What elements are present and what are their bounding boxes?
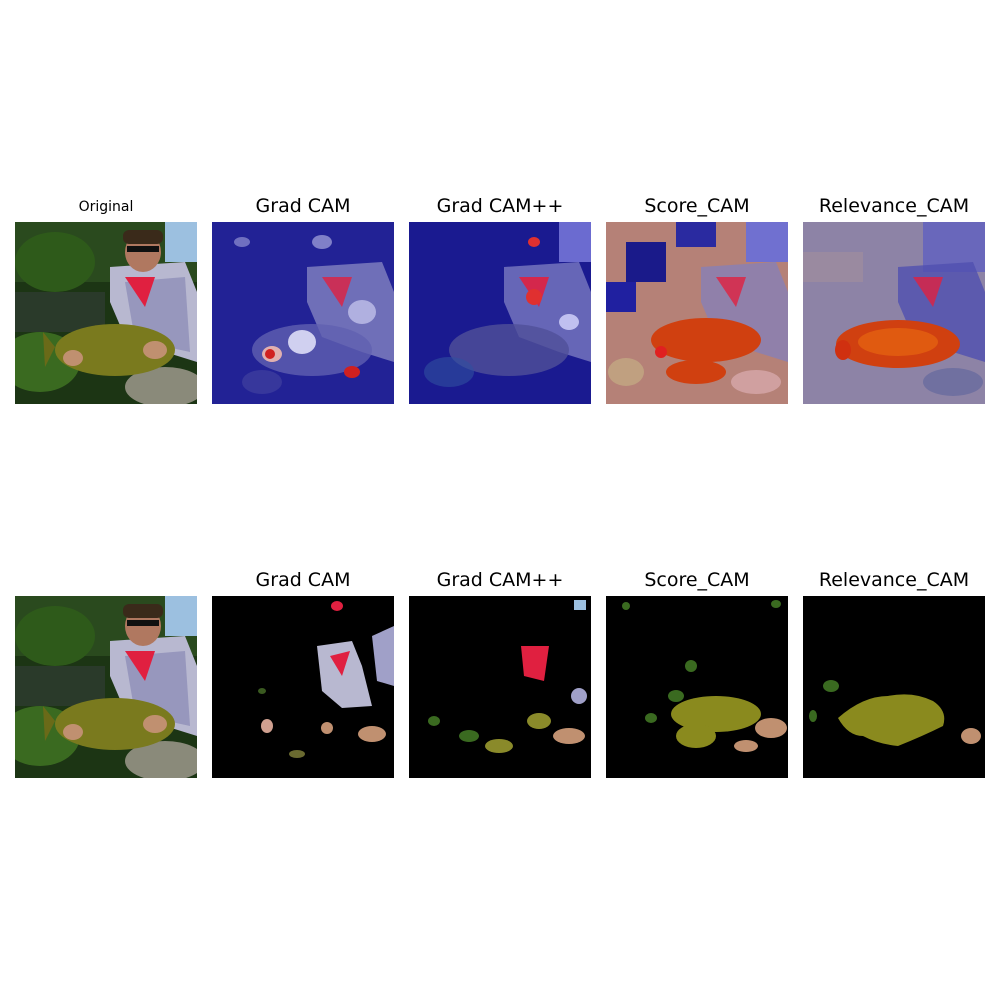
relevancecam-masked-region [803, 596, 985, 778]
gradcampp-mask-image [409, 596, 591, 778]
title-relevancecam-overlay: Relevance_CAM [818, 195, 970, 217]
gradcampp-heatmap [409, 222, 591, 404]
title-gradcam-overlay: Grad CAM [255, 195, 351, 217]
relevancecam-overlay-image [803, 222, 985, 404]
scorecam-masked-region [606, 596, 788, 778]
title-gradcam-mask: Grad CAM [255, 569, 351, 591]
gradcam-mask-image [212, 596, 394, 778]
scorecam-heatmap [606, 222, 788, 404]
title-gradcampp-mask: Grad CAM++ [436, 569, 564, 591]
title-gradcampp-overlay: Grad CAM++ [436, 195, 564, 217]
original-photo-row2 [15, 596, 197, 778]
original-image-row2 [15, 596, 197, 778]
title-scorecam-overlay: Score_CAM [644, 195, 750, 217]
gradcampp-masked-region [409, 596, 591, 778]
title-original: Original [78, 199, 134, 215]
title-relevancecam-mask: Relevance_CAM [818, 569, 970, 591]
relevancecam-heatmap [803, 222, 985, 404]
gradcam-masked-region [212, 596, 394, 778]
gradcam-overlay-image [212, 222, 394, 404]
original-photo [15, 222, 197, 404]
gradcampp-overlay-image [409, 222, 591, 404]
relevancecam-mask-image [803, 596, 985, 778]
scorecam-overlay-image [606, 222, 788, 404]
scorecam-mask-image [606, 596, 788, 778]
gradcam-heatmap [212, 222, 394, 404]
original-image [15, 222, 197, 404]
title-scorecam-mask: Score_CAM [644, 569, 750, 591]
